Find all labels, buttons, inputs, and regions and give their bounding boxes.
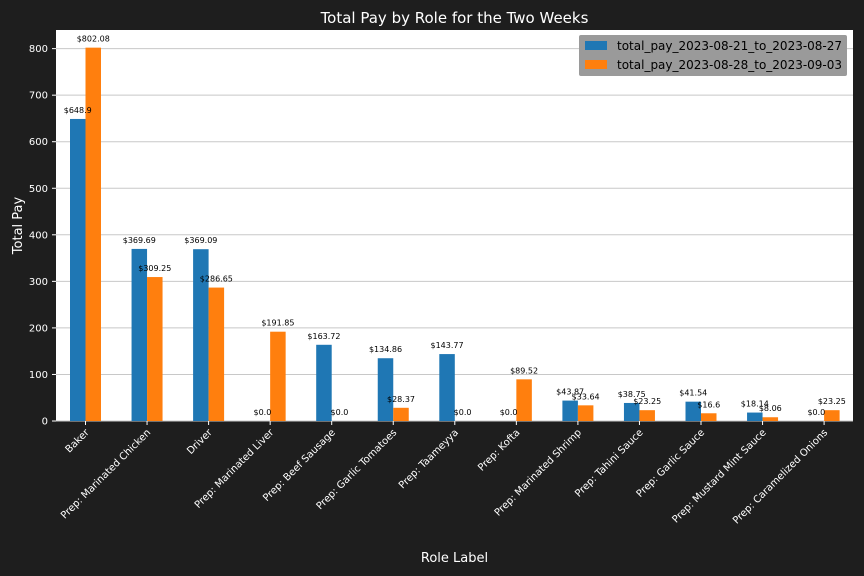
y-tick-label: 500 bbox=[29, 184, 48, 195]
bar-series-2 bbox=[577, 405, 594, 421]
bar-series-1 bbox=[623, 402, 640, 421]
legend-box bbox=[579, 35, 847, 76]
bar-value-label: $0.0 bbox=[500, 408, 518, 417]
bar-series-2 bbox=[762, 417, 779, 421]
bar-value-label: $0.0 bbox=[454, 408, 472, 417]
bar-value-label: $369.69 bbox=[123, 236, 156, 245]
y-tick-label: 300 bbox=[29, 277, 48, 288]
bar-value-label: $38.75 bbox=[618, 390, 646, 399]
legend: total_pay_2023-08-21_to_2023-08-27 total… bbox=[579, 35, 847, 76]
bar-series-1 bbox=[439, 354, 455, 421]
y-tick-label: 200 bbox=[29, 323, 48, 334]
bar-value-label: $23.25 bbox=[818, 397, 846, 406]
bar-series-1 bbox=[377, 358, 394, 421]
bar-series-2 bbox=[824, 410, 840, 421]
legend-label-series-1: total_pay_2023-08-21_to_2023-08-27 bbox=[617, 39, 842, 53]
bar-series-1 bbox=[131, 248, 148, 421]
bar-value-label: $18.14 bbox=[741, 400, 769, 409]
bar-value-label: $8.06 bbox=[759, 404, 782, 413]
bar-value-label: $648.9 bbox=[64, 106, 92, 115]
bar-value-label: $0.0 bbox=[807, 408, 825, 417]
bar-value-label: $134.86 bbox=[369, 345, 402, 354]
bar-value-label: $369.09 bbox=[184, 236, 217, 245]
bar-value-label: $286.65 bbox=[200, 275, 233, 284]
bar-series-2 bbox=[208, 287, 225, 421]
bar-value-label: $309.25 bbox=[138, 264, 171, 273]
y-axis-label: Total Pay bbox=[11, 196, 26, 255]
bar-value-label: $16.6 bbox=[697, 400, 720, 409]
chart-title: Total Pay by Role for the Two Weeks bbox=[320, 9, 589, 27]
bar-series-1 bbox=[562, 400, 578, 421]
y-tick-label: 0 bbox=[42, 417, 48, 428]
bar-series-1 bbox=[747, 412, 763, 421]
bar-series-2 bbox=[270, 331, 286, 421]
legend-label-series-2: total_pay_2023-08-28_to_2023-09-03 bbox=[617, 58, 842, 72]
legend-swatch-series-1 bbox=[585, 41, 607, 50]
bar-value-label: $23.25 bbox=[633, 397, 661, 406]
bars bbox=[70, 47, 840, 422]
bar-series-2 bbox=[85, 47, 101, 422]
bar-value-labels: $648.9 $802.08 $369.69 $309.25 $369.09 $286.6… bbox=[64, 35, 846, 417]
bar-value-label: $33.64 bbox=[572, 392, 600, 401]
bar-value-label: $89.52 bbox=[510, 366, 538, 375]
bar-value-label: $0.0 bbox=[253, 408, 271, 417]
bar-value-label: $0.0 bbox=[331, 408, 349, 417]
y-tick-label: 400 bbox=[29, 230, 48, 241]
bar-series-2 bbox=[516, 379, 532, 421]
bar-series-2 bbox=[639, 410, 655, 421]
x-axis-label: Role Label bbox=[421, 551, 488, 566]
bar-value-label: $41.54 bbox=[679, 389, 707, 398]
y-tick-label: 800 bbox=[29, 44, 48, 55]
bar-value-label: $191.85 bbox=[261, 319, 294, 328]
bar-value-label: $43.87 bbox=[556, 388, 584, 397]
bar-series-1 bbox=[70, 118, 86, 421]
bar-series-2 bbox=[393, 407, 409, 421]
y-tick-label: 600 bbox=[29, 137, 48, 148]
bar-series-1 bbox=[193, 249, 209, 421]
y-tick-label: 100 bbox=[29, 370, 48, 381]
bar-series-1 bbox=[316, 344, 332, 421]
y-tick-label: 700 bbox=[29, 91, 48, 102]
bar-series-2 bbox=[701, 413, 717, 421]
y-axis-ticks: 0 100 200 300 400 500 600 700 800 bbox=[29, 44, 56, 428]
grid-lines bbox=[56, 48, 853, 422]
bar-value-label: $143.77 bbox=[431, 341, 464, 350]
bar-series-2 bbox=[147, 277, 163, 421]
legend-swatch-series-2 bbox=[585, 60, 607, 69]
bar-value-label: $163.72 bbox=[307, 332, 340, 341]
bar-value-label: $802.08 bbox=[77, 35, 110, 44]
bar-value-label: $28.37 bbox=[387, 395, 415, 404]
bar-series-1 bbox=[685, 401, 701, 421]
